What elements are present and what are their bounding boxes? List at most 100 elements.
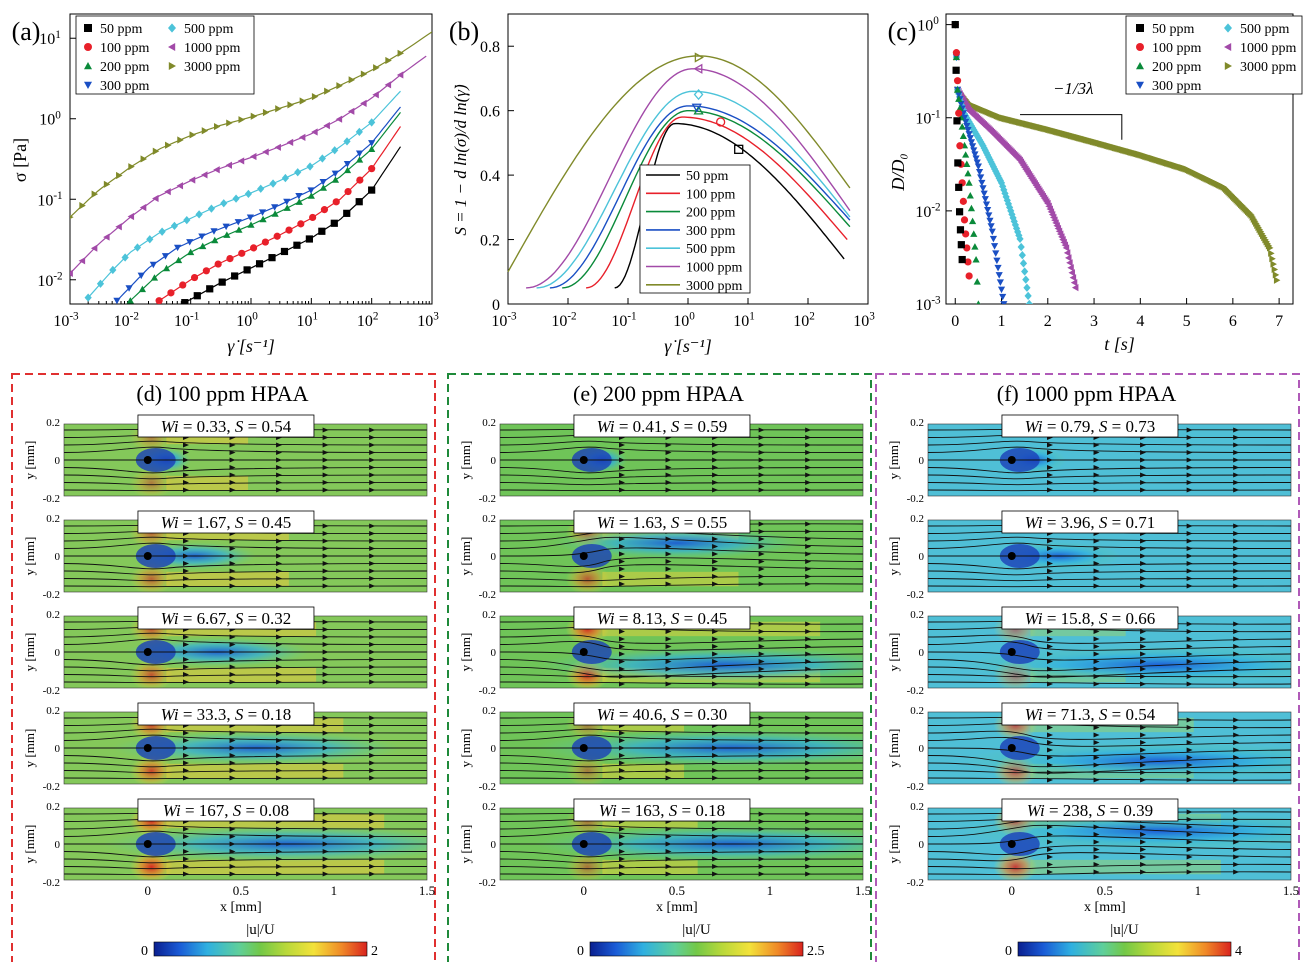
streamline-arrow [758, 849, 765, 854]
data-point [271, 204, 279, 211]
data-point [311, 93, 319, 101]
streamline-arrow [1140, 681, 1147, 687]
streamline-arrow [619, 636, 625, 642]
cylinder [579, 456, 588, 464]
data-point [295, 193, 303, 200]
streamline-arrow [1140, 472, 1147, 478]
data-point [1025, 299, 1033, 304]
data-point [979, 185, 987, 192]
streamline [64, 563, 427, 570]
cylinder [579, 648, 588, 656]
data-point [307, 187, 315, 194]
streamline-arrow [369, 531, 376, 536]
streamline [928, 770, 1291, 774]
streamline [500, 634, 863, 644]
streamline-arrow [1186, 839, 1193, 845]
streamline-arrow [276, 664, 283, 670]
streamline-arrow [1186, 435, 1193, 440]
wi-label-box [137, 414, 315, 438]
streamline-arrow [229, 642, 236, 647]
data-point [218, 278, 226, 286]
legend-marker [1136, 81, 1144, 89]
legend-label: 300 ppm [100, 79, 150, 94]
streamline [928, 730, 1291, 740]
streamline [928, 845, 1291, 856]
streamline-arrow [369, 450, 376, 455]
streamline-arrow [322, 775, 329, 781]
streamline-arrow [322, 442, 329, 448]
streamline [500, 564, 863, 574]
streamline-arrow [1233, 854, 1240, 860]
streamline-arrow [758, 574, 765, 579]
streamline-arrow [758, 745, 765, 751]
streamline-arrow [712, 856, 719, 862]
x-tick-label: 0 [581, 883, 588, 898]
streamline-arrow [1233, 576, 1240, 581]
streamline-arrow [276, 538, 283, 544]
data-point [959, 197, 967, 205]
cylinder-wake-core [999, 736, 1040, 760]
y-axis-label: y [mm] [458, 537, 473, 576]
streamline [500, 755, 863, 762]
streamline-arrow [1233, 725, 1240, 730]
streamline [64, 489, 427, 492]
data-point [956, 142, 964, 150]
streamline-arrow [276, 561, 283, 566]
data-point [250, 112, 258, 120]
streamline-arrow [1233, 659, 1240, 664]
y-tick-label: 0.2 [46, 417, 60, 429]
streamline [928, 824, 1291, 837]
y-tick-label: 0.4 [480, 168, 500, 185]
data-point [225, 161, 232, 169]
streamline-arrow [322, 627, 329, 632]
data-point [158, 227, 166, 236]
streamline-arrow [1047, 839, 1053, 845]
streamline-arrow [276, 480, 283, 485]
y-tick-label: 0.2 [480, 233, 500, 250]
streamline-arrow [665, 487, 672, 493]
data-point [231, 272, 239, 280]
streamline-arrow [619, 864, 625, 869]
streamline-arrow [1047, 442, 1053, 448]
streamline-arrow [276, 487, 283, 493]
data-point [202, 267, 210, 275]
data-point [355, 127, 363, 137]
x-tick-label: 0 [145, 883, 152, 898]
data-point [368, 118, 376, 127]
streamline [928, 674, 1291, 678]
streamline-arrow [805, 841, 812, 847]
data-point [79, 202, 86, 210]
wi-label-text: Wi = 3.96, S = 0.71 [1025, 513, 1156, 532]
streamline-arrow [1047, 755, 1053, 760]
streamline [64, 536, 427, 542]
streamline-arrow [183, 753, 189, 758]
legend-marker [84, 43, 92, 51]
data-point [162, 264, 171, 272]
streamline-arrow [665, 753, 672, 758]
streamline-arrow [1047, 777, 1053, 783]
streamline-arrow [1186, 651, 1193, 657]
streamline-arrow [805, 871, 812, 877]
streamline-arrow [1093, 854, 1100, 860]
streamline [64, 585, 427, 588]
streamline-arrow [758, 864, 765, 869]
y-tick-label: 0 [919, 647, 925, 659]
streamline [500, 575, 863, 582]
legend-label: 500 ppm [184, 22, 234, 37]
streamline-arrow [758, 544, 765, 549]
x-tick-label: 10-1 [611, 311, 636, 330]
data-point [969, 217, 977, 225]
streamline [928, 871, 1291, 876]
streamline-arrow [1093, 762, 1100, 768]
streamline-arrow [369, 768, 376, 773]
data-point [298, 133, 306, 141]
streamline-arrow [1093, 674, 1100, 679]
data-point [137, 272, 145, 280]
flow-field [928, 808, 1291, 880]
streamline [928, 736, 1291, 747]
colorbar-max: 2 [371, 944, 378, 959]
streamline-arrow [1140, 561, 1147, 566]
streamline [928, 446, 1291, 453]
data-point [965, 272, 973, 280]
data-point [963, 122, 971, 130]
